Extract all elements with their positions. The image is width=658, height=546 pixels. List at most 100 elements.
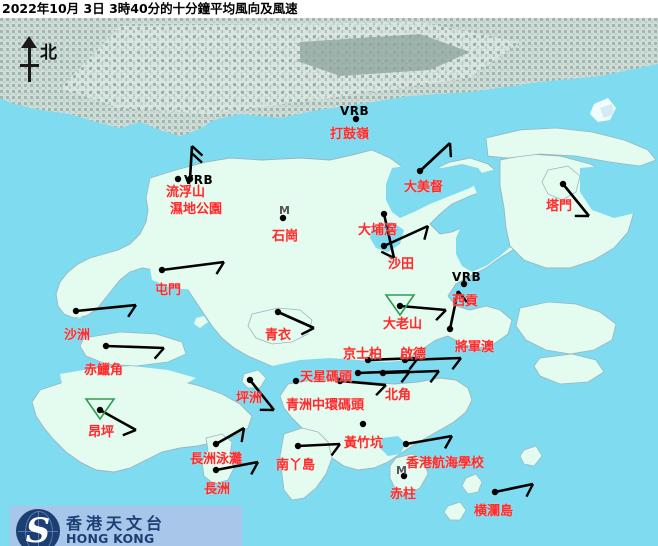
wind-barb-shaft: [215, 426, 245, 446]
wind-barb-shaft: [215, 460, 259, 472]
station-dot[interactable]: [336, 377, 344, 385]
station-dot[interactable]: [274, 308, 282, 316]
station-marker[interactable]: [402, 434, 454, 449]
hko-logo: S 香港天文台 HONG KONG OBSERVATORY: [10, 506, 242, 546]
map-canvas[interactable]: 北 打鼓嶺 VRB 流浮山 濕地公園 VRB 石崗 M 大美督 塔門 大埔滘 沙田 西貢 VRB 屯門 沙洲…: [0, 18, 658, 546]
wind-barb-tick: [451, 357, 462, 371]
station-dot[interactable]: [380, 242, 388, 250]
station-dot[interactable]: [212, 466, 220, 474]
station-marker[interactable]: [84, 398, 137, 437]
wind-barb-tick: [122, 428, 137, 437]
station-marker[interactable]: [158, 260, 226, 275]
station-name-label: 昂坪: [88, 425, 115, 440]
station-dot[interactable]: [401, 356, 409, 364]
station-dot[interactable]: [379, 369, 387, 377]
wind-barb-tick: [380, 250, 395, 260]
station-marker[interactable]: [416, 142, 453, 175]
station-marker[interactable]: [401, 356, 462, 371]
station-dot[interactable]: [158, 266, 166, 274]
station-dot[interactable]: [352, 115, 360, 123]
station-marker[interactable]: [491, 482, 535, 498]
station-marker[interactable]: [102, 342, 165, 360]
station-name-label: 將軍澳: [455, 340, 495, 355]
wind-barb-shaft: [99, 408, 137, 432]
wind-barb-tick: [153, 347, 165, 360]
station-name-label: 南丫島: [276, 458, 316, 473]
station-dot[interactable]: [279, 214, 287, 222]
station-marker[interactable]: [212, 460, 260, 476]
station-dot[interactable]: [292, 377, 300, 385]
station-name-label: 濕地公園: [170, 202, 223, 217]
wind-barb-shaft: [367, 356, 419, 362]
station-marker[interactable]: [400, 472, 408, 480]
wind-barb-shaft: [561, 183, 591, 217]
wind-barb-shaft: [382, 213, 396, 259]
station-dot[interactable]: [491, 488, 499, 496]
station-dot[interactable]: [416, 167, 424, 175]
waglan-island: [461, 473, 483, 495]
station-dot[interactable]: [400, 472, 408, 480]
mainland-hills: [300, 34, 470, 76]
wind-barb-tick: [443, 435, 454, 449]
station-dot[interactable]: [559, 180, 567, 188]
station-marker[interactable]: [279, 214, 287, 222]
station-name-label: 赤柱: [390, 487, 417, 502]
station-marker[interactable]: [294, 442, 341, 457]
station-marker[interactable]: [379, 369, 440, 384]
station-name-label: 屯門: [155, 283, 182, 298]
northeast-coast: [485, 127, 657, 167]
station-dot[interactable]: [212, 440, 220, 448]
station-dot[interactable]: [396, 302, 404, 310]
station-dot[interactable]: [102, 342, 110, 350]
station-dot[interactable]: [446, 325, 454, 333]
station-dot[interactable]: [380, 210, 388, 218]
wind-barb-tick: [375, 384, 387, 397]
station-name-label: 長洲: [204, 482, 231, 497]
station-dot[interactable]: [246, 376, 254, 384]
station-marker[interactable]: [460, 280, 468, 288]
station-dot[interactable]: [96, 406, 104, 414]
station-marker[interactable]: [359, 420, 367, 428]
station-marker[interactable]: [174, 175, 182, 183]
station-name-label: 沙洲: [64, 328, 91, 343]
station-name-label: 塔門: [546, 199, 573, 214]
wind-barb-tick: [240, 427, 246, 443]
mid-channel-islet: [220, 328, 234, 338]
wind-barb-tick: [215, 261, 226, 275]
station-dot[interactable]: [402, 440, 410, 448]
wind-barb-shaft: [494, 482, 534, 494]
sai-kung-outer-islands: [515, 301, 617, 355]
station-marker[interactable]: [212, 426, 246, 448]
wind-barb-shaft: [75, 303, 137, 313]
station-marker[interactable]: [384, 294, 447, 322]
wind-barb-tick: [525, 483, 535, 498]
station-dot[interactable]: [72, 307, 80, 315]
station-marker[interactable]: [336, 377, 387, 397]
lantau-north-coast: [60, 366, 196, 386]
station-dot[interactable]: [174, 175, 182, 183]
chek-lap-kok: [79, 331, 187, 367]
station-dot[interactable]: [354, 369, 362, 377]
station-name-label: 流浮山: [166, 185, 206, 200]
station-marker[interactable]: [352, 115, 360, 123]
station-marker[interactable]: [446, 290, 468, 333]
station-marker[interactable]: [186, 145, 204, 183]
station-dot[interactable]: [294, 442, 302, 450]
station-marker[interactable]: [380, 210, 396, 260]
variable-wind-label: VRB: [184, 173, 214, 187]
wind-barb-tick: [300, 326, 315, 336]
wind-barb-tick: [127, 304, 137, 318]
station-marker[interactable]: [274, 308, 315, 336]
station-marker[interactable]: [72, 303, 137, 318]
station-dot[interactable]: [364, 356, 372, 364]
po-toi-island: [443, 501, 467, 521]
station-name-label: 大埔滘: [358, 223, 398, 238]
station-marker[interactable]: [246, 376, 276, 412]
station-marker[interactable]: [380, 224, 430, 250]
station-dot[interactable]: [359, 420, 367, 428]
station-marker[interactable]: [559, 180, 591, 218]
station-dot[interactable]: [460, 280, 468, 288]
station-marker[interactable]: [292, 377, 300, 385]
station-name-label: 北角: [385, 388, 412, 403]
station-dot[interactable]: [186, 175, 194, 183]
